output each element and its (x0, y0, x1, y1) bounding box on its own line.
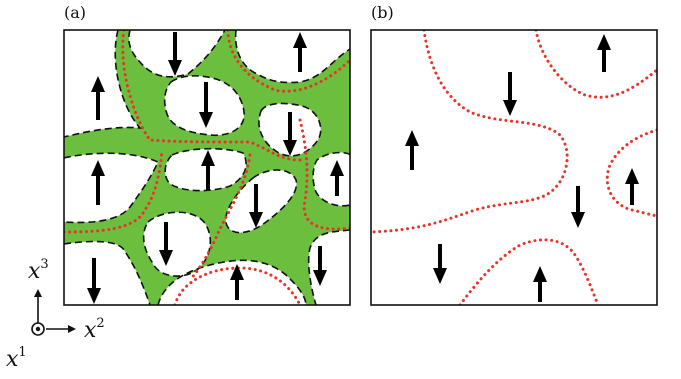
panel-b-frame (370, 29, 658, 306)
up-arrow-icon (91, 160, 105, 205)
dotted-lines-a (64, 30, 350, 305)
panel-b (370, 29, 658, 306)
panel-label-a: (a) (64, 3, 86, 22)
down-arrow-icon (313, 246, 327, 286)
axis-label-vertical: x3 (28, 257, 49, 284)
up-arrow-icon (230, 264, 244, 300)
up-arrow-icon (533, 266, 547, 302)
up-arrow-icon (330, 160, 344, 196)
dotted-lines-b (371, 30, 657, 305)
down-arrow-icon (87, 258, 101, 304)
down-arrow-icon (503, 72, 517, 116)
spin-arrows-b (405, 34, 639, 302)
down-arrow-icon (168, 32, 182, 76)
down-arrow-icon (249, 184, 263, 228)
axis-label-out-of-page: x1 (6, 345, 27, 372)
down-arrow-icon (199, 82, 213, 128)
down-arrow-icon (159, 222, 173, 266)
down-arrow-icon (571, 186, 585, 228)
up-arrow-icon (597, 34, 611, 72)
up-arrow-icon (201, 150, 215, 190)
down-arrow-icon (433, 244, 447, 284)
dot-in-circle-icon (31, 322, 45, 336)
axis-indicator: x3 x2 x1 (6, 257, 105, 372)
spin-arrows-a (87, 32, 344, 304)
domain-wall-network (64, 30, 350, 305)
wall-edges (64, 30, 350, 305)
panel-label-b: (b) (371, 3, 394, 22)
down-arrow-icon (283, 112, 297, 156)
panel-a-frame (63, 29, 351, 306)
up-arrow-icon (405, 130, 419, 170)
up-arrow-icon (293, 32, 307, 72)
up-arrow-icon (625, 168, 639, 205)
axis-label-horizontal: x2 (84, 316, 105, 343)
panel-a (63, 29, 351, 306)
up-arrow-icon (91, 76, 105, 120)
